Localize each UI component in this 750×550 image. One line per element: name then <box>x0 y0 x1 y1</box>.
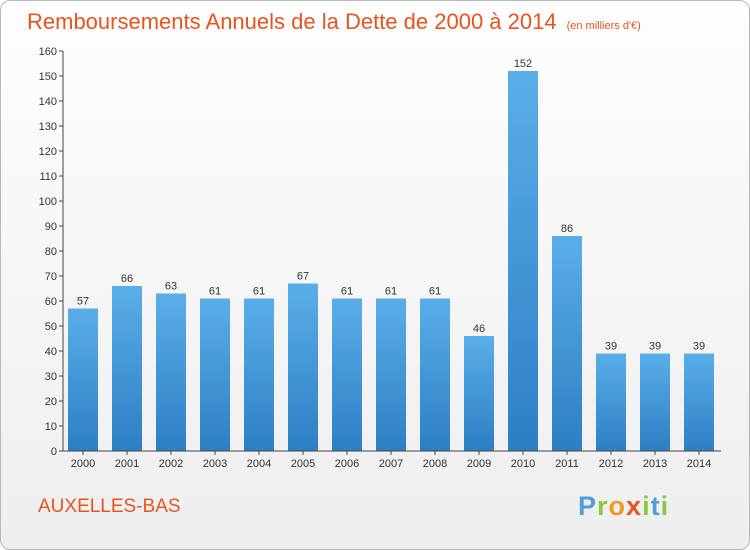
y-tick-label: 80 <box>45 246 57 258</box>
logo-letter: i <box>642 491 651 521</box>
y-tick-label: 0 <box>51 446 57 458</box>
labels-group: 57 2000 66 2001 63 2002 61 2003 61 2004 67 2005 61 20… <box>39 46 712 470</box>
y-tick-label: 130 <box>39 121 57 133</box>
logo-letter: o <box>608 491 627 521</box>
x-tick-label: 2005 <box>291 458 315 470</box>
bar-value-label: 46 <box>473 323 485 335</box>
x-tick-label: 2003 <box>203 458 227 470</box>
x-tick-label: 2004 <box>247 458 271 470</box>
x-tick-label: 2011 <box>555 458 579 470</box>
y-tick-label: 140 <box>39 96 57 108</box>
bar-value-label: 61 <box>341 286 353 298</box>
logo-letter: r <box>597 491 609 521</box>
y-tick-label: 30 <box>45 371 57 383</box>
y-tick-label: 20 <box>45 396 57 408</box>
bar <box>332 298 362 451</box>
x-tick-label: 2002 <box>159 458 183 470</box>
x-tick-label: 2010 <box>511 458 535 470</box>
bars-group <box>68 71 714 451</box>
chart-unit-note: (en milliers d'€) <box>566 20 641 32</box>
logo-letter: x <box>626 491 643 521</box>
y-tick-label: 150 <box>39 71 57 83</box>
y-tick-label: 90 <box>45 221 57 233</box>
bar-value-label: 39 <box>649 341 661 353</box>
x-tick-label: 2009 <box>467 458 491 470</box>
bar <box>420 298 450 451</box>
y-tick-label: 60 <box>45 296 57 308</box>
bar <box>464 336 494 451</box>
y-tick-label: 160 <box>39 46 57 58</box>
bar-value-label: 61 <box>429 286 441 298</box>
logo-letter: P <box>578 491 598 521</box>
bar-value-label: 63 <box>165 281 177 293</box>
bar <box>596 353 626 451</box>
bar <box>112 286 142 451</box>
bar <box>288 283 318 451</box>
bar <box>244 298 274 451</box>
bar-value-label: 39 <box>693 341 705 353</box>
bar-value-label: 57 <box>77 296 89 308</box>
logo-letter: t <box>650 491 661 521</box>
x-tick-label: 2008 <box>423 458 447 470</box>
bar <box>684 353 714 451</box>
place-name: AUXELLES-BAS <box>38 496 181 517</box>
y-tick-label: 40 <box>45 346 57 358</box>
bar-value-label: 61 <box>209 286 221 298</box>
y-tick-label: 10 <box>45 421 57 433</box>
x-tick-label: 2007 <box>379 458 403 470</box>
y-tick-label: 120 <box>39 146 57 158</box>
y-tick-label: 50 <box>45 321 57 333</box>
bar-value-label: 66 <box>121 273 133 285</box>
logo-letter: i <box>660 491 670 521</box>
bar-value-label: 86 <box>561 223 573 235</box>
chart-title: Remboursements Annuels de la Dette de 20… <box>27 9 557 34</box>
x-tick-label: 2013 <box>643 458 667 470</box>
y-tick-label: 70 <box>45 271 57 283</box>
x-tick-label: 2006 <box>335 458 359 470</box>
bar <box>376 298 406 451</box>
bar-value-label: 61 <box>253 286 265 298</box>
x-tick-label: 2001 <box>115 458 139 470</box>
bar <box>156 293 186 451</box>
bar-value-label: 61 <box>385 286 397 298</box>
bar <box>200 298 230 451</box>
x-tick-label: 2012 <box>599 458 623 470</box>
bar-value-label: 67 <box>297 271 309 283</box>
title-block: Remboursements Annuels de la Dette de 20… <box>27 9 641 35</box>
axes-group <box>59 50 721 455</box>
bar <box>508 71 538 451</box>
x-tick-label: 2000 <box>71 458 95 470</box>
bar <box>640 353 670 451</box>
x-tick-label: 2014 <box>687 458 711 470</box>
bar-value-label: 39 <box>605 341 617 353</box>
bar-value-label: 152 <box>514 58 532 70</box>
y-tick-label: 100 <box>39 196 57 208</box>
bar <box>552 236 582 451</box>
proxiti-logo: Proxiti <box>578 491 669 522</box>
bar <box>68 308 98 451</box>
y-tick-label: 110 <box>39 171 57 183</box>
